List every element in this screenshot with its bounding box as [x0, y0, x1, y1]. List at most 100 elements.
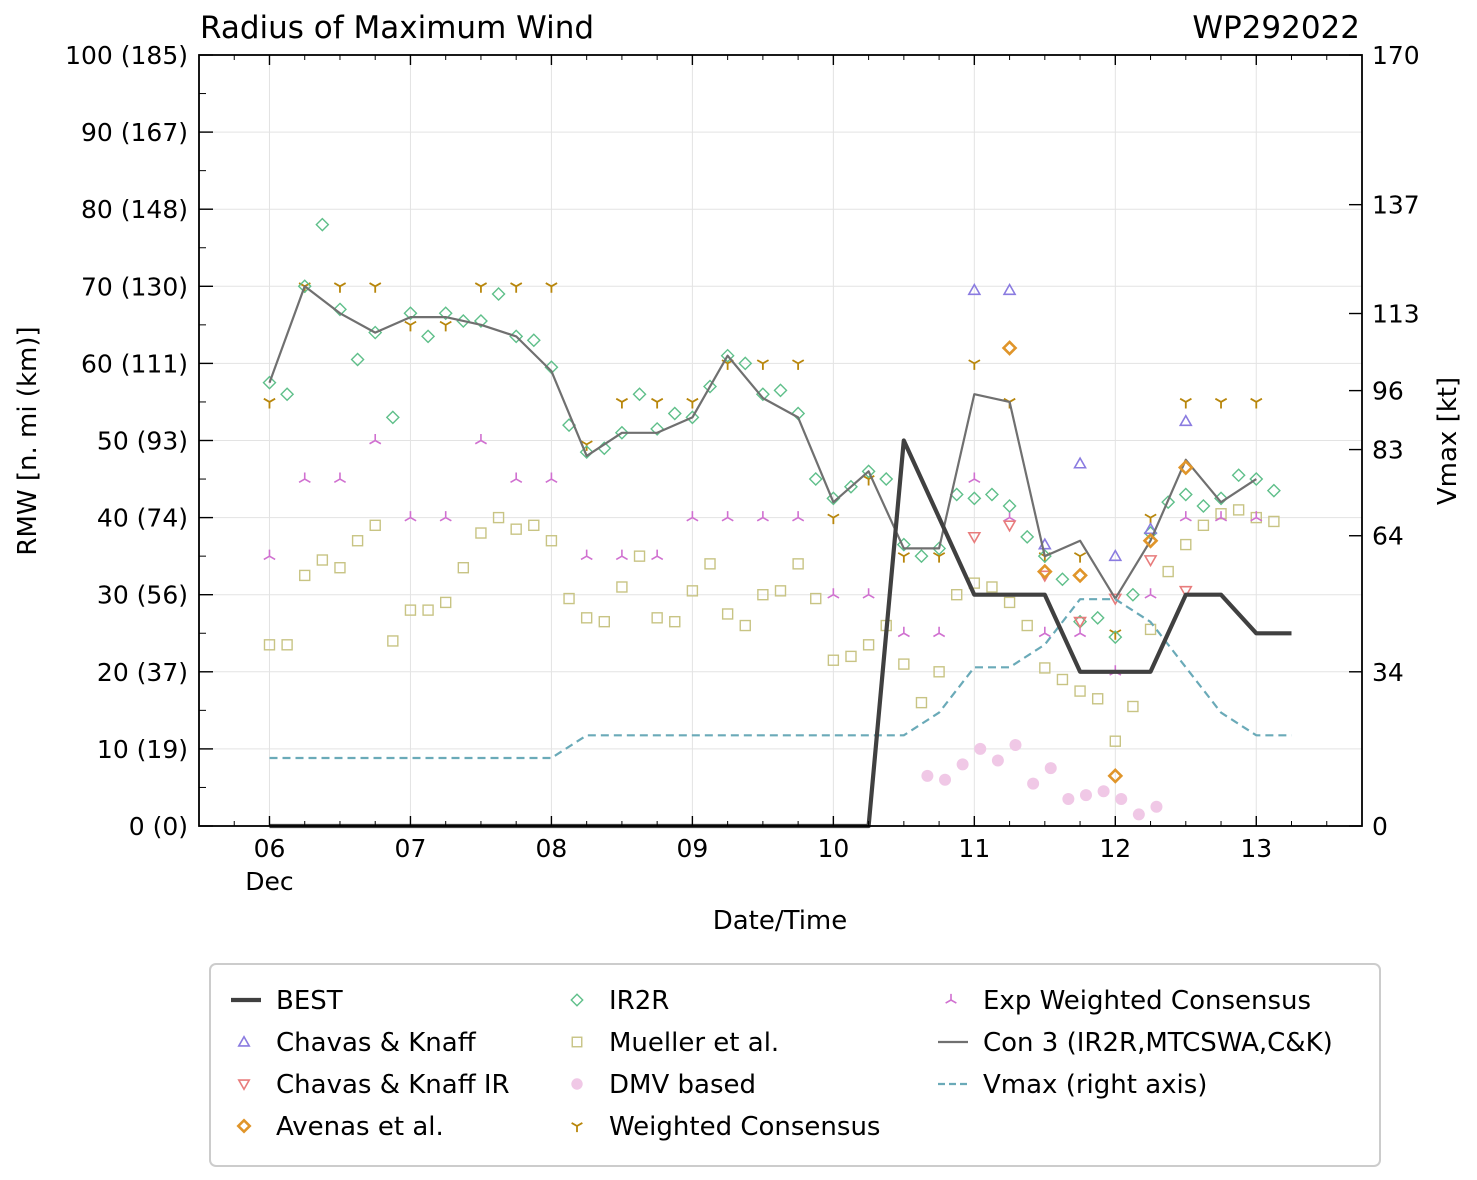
y-tick-label: 60 (111): [81, 349, 188, 378]
point-mueller-et-al: [422, 604, 434, 616]
point-exp-weighted-consensus: [721, 511, 734, 522]
point-weighted-consensus: [897, 552, 910, 563]
point-dmv-based: [991, 754, 1004, 767]
x-tick-label: 13: [1240, 834, 1272, 863]
point-weighted-consensus: [756, 359, 769, 370]
point-ir2r: [421, 329, 436, 344]
point-exp-weighted-consensus: [933, 626, 946, 638]
legend-label-exp-weighted-consensus: Exp Weighted Consensus: [983, 986, 1311, 1016]
point-dmv-based: [1062, 793, 1075, 806]
point-mueller-et-al: [1268, 515, 1280, 528]
legend-label-con-3-ir2r-mtcswa-c-k: Con 3 (IR2R,MTCSWA,C&K): [983, 1028, 1333, 1058]
point-mueller-et-al: [633, 550, 646, 562]
y2-tick-label: 170: [1372, 41, 1420, 70]
point-mueller-et-al: [951, 589, 963, 601]
point-avenas-et-al: [1142, 532, 1159, 549]
legend: BEST Chavas & Knaff Chavas & Knaff IR Avena…: [231, 986, 1333, 1142]
point-mueller-et-al: [1232, 504, 1245, 516]
point-ir2r: [650, 421, 665, 436]
legend-label-mueller-et-al: Mueller et al.: [609, 1028, 779, 1058]
point-mueller-et-al: [404, 604, 417, 616]
point-mueller-et-al: [774, 585, 787, 597]
point-mueller-et-al: [792, 558, 804, 570]
y2-axis-label: Vmax [kt]: [1433, 377, 1463, 505]
point-chavas-knaff-ir: [967, 531, 982, 544]
point-mueller-et-al: [1109, 735, 1122, 747]
point-ir2r: [773, 383, 788, 398]
point-chavas-knaff: [1178, 414, 1193, 427]
point-dmv-based: [974, 742, 987, 755]
grid: [199, 54, 1362, 827]
point-mueller-et-al: [1215, 508, 1227, 520]
point-mueller-et-al: [528, 519, 540, 532]
point-exp-weighted-consensus: [651, 549, 664, 561]
point-avenas-et-al: [1177, 459, 1194, 476]
point-ir2r: [579, 445, 594, 460]
point-ir2r: [1231, 468, 1246, 483]
point-mueller-et-al: [1074, 685, 1086, 697]
point-weighted-consensus: [1073, 552, 1087, 563]
point-mueller-et-al: [334, 562, 346, 574]
data-layer: [262, 217, 1292, 829]
point-exp-weighted-consensus: [298, 472, 311, 483]
point-ir2r: [1108, 630, 1123, 645]
point-mueller-et-al: [1039, 662, 1051, 674]
point-ir2r: [1002, 499, 1017, 514]
point-exp-weighted-consensus: [686, 511, 699, 522]
point-ir2r: [667, 406, 682, 421]
point-chavas-knaff-ir: [1178, 585, 1193, 598]
point-exp-weighted-consensus: [439, 511, 452, 522]
point-avenas-et-al: [1001, 340, 1018, 356]
point-ir2r: [1161, 495, 1176, 510]
point-dmv-based: [921, 769, 934, 782]
y-tick-label: 50 (93): [97, 427, 188, 456]
point-ir2r: [967, 491, 982, 506]
point-weighted-consensus: [1214, 397, 1228, 409]
point-ir2r: [315, 217, 330, 232]
x-tick-label: 09: [676, 834, 708, 863]
x-tick-label: 07: [395, 834, 427, 863]
point-chavas-knaff-ir: [1108, 593, 1123, 606]
point-mueller-et-al: [1162, 565, 1174, 578]
point-mueller-et-al: [510, 523, 522, 535]
point-mueller-et-al: [933, 666, 945, 678]
y-tick-label: 90 (167): [81, 118, 188, 147]
point-exp-weighted-consensus: [897, 626, 910, 638]
legend-label-ir2r: IR2R: [609, 986, 669, 1016]
point-ir2r: [826, 491, 841, 506]
point-ir2r: [896, 537, 911, 552]
point-mueller-et-al: [669, 615, 681, 628]
point-mueller-et-al: [439, 596, 452, 609]
point-mueller-et-al: [898, 658, 910, 670]
point-mueller-et-al: [1144, 623, 1157, 636]
axes: 06 07 08 09 10 11 12 13 Dec 0 (0) 10 (19) 20 (37) 30…: [65, 41, 1420, 896]
point-weighted-consensus: [968, 359, 981, 370]
point-dmv-based: [1027, 777, 1040, 790]
y2-tick-label: 137: [1372, 191, 1420, 220]
point-mueller-et-al: [1056, 673, 1069, 686]
point-dmv-based: [1097, 785, 1110, 798]
point-mueller-et-al: [492, 511, 505, 524]
point-weighted-consensus: [792, 359, 805, 370]
point-ir2r: [1178, 487, 1193, 502]
legend-swatch-ir2r: [570, 993, 584, 1007]
point-exp-weighted-consensus: [1144, 588, 1157, 599]
point-mueller-et-al: [1127, 700, 1139, 713]
point-weighted-consensus: [474, 282, 488, 293]
point-exp-weighted-consensus: [404, 511, 417, 522]
y-tick-label: 0 (0): [129, 812, 188, 841]
series-line-con-3-ir2r-mtcswa-c-k: [268, 285, 1257, 600]
point-mueller-et-al: [827, 654, 840, 666]
point-ir2r: [491, 287, 506, 301]
legend-swatch-exp-weighted-consensus: [945, 993, 957, 1004]
point-ir2r: [1090, 610, 1105, 625]
point-ir2r: [438, 306, 453, 321]
point-exp-weighted-consensus: [474, 434, 487, 445]
point-weighted-consensus: [686, 397, 699, 409]
point-exp-weighted-consensus: [792, 511, 805, 522]
x-tick-label: 08: [536, 834, 568, 863]
legend-label-chavas-knaff-ir: Chavas & Knaff IR: [276, 1070, 510, 1100]
y2-tick-label: 83: [1372, 436, 1404, 465]
point-mueller-et-al: [299, 569, 311, 582]
point-weighted-consensus: [651, 397, 664, 409]
